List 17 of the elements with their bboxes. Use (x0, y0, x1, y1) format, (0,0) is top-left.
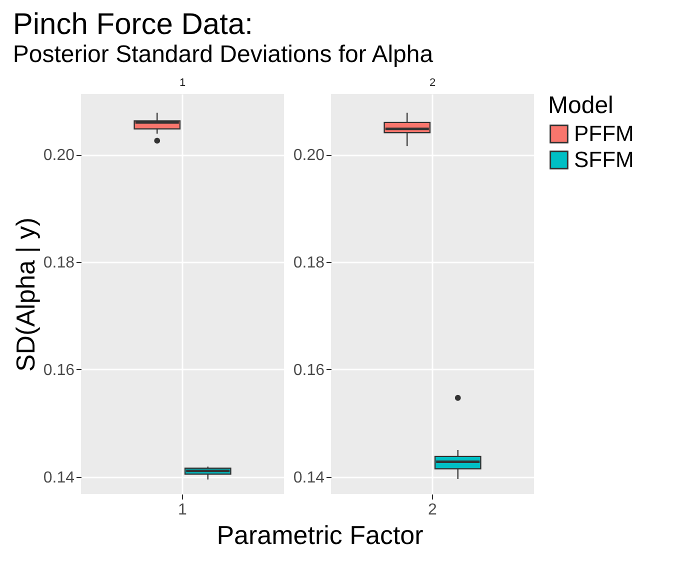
y-axis-title: SD(Alpha | y) (10, 217, 40, 372)
legend-label: PFFM (574, 121, 634, 146)
x-axis-title: Parametric Factor (216, 520, 424, 551)
chart-title: Pinch Force Data: (12, 8, 253, 41)
y-tick-label: 0.14 (43, 469, 75, 486)
y-tick-label: 0.20 (43, 147, 75, 164)
y-tick-label: 0.14 (293, 469, 325, 486)
y-tick-label: 0.18 (293, 254, 325, 272)
legend-title: Model (548, 92, 614, 119)
y-tick-label: 0.18 (43, 254, 75, 272)
y-tick-label: 0.20 (293, 147, 325, 164)
y-tick-label: 0.16 (43, 362, 75, 379)
text: 2 (429, 77, 436, 89)
legend-label: SFFM (574, 147, 634, 172)
text: 1 (179, 77, 186, 89)
y-tick-label: 0.16 (293, 362, 325, 379)
chart-subtitle: Posterior Standard Deviations for Alpha (12, 41, 434, 68)
